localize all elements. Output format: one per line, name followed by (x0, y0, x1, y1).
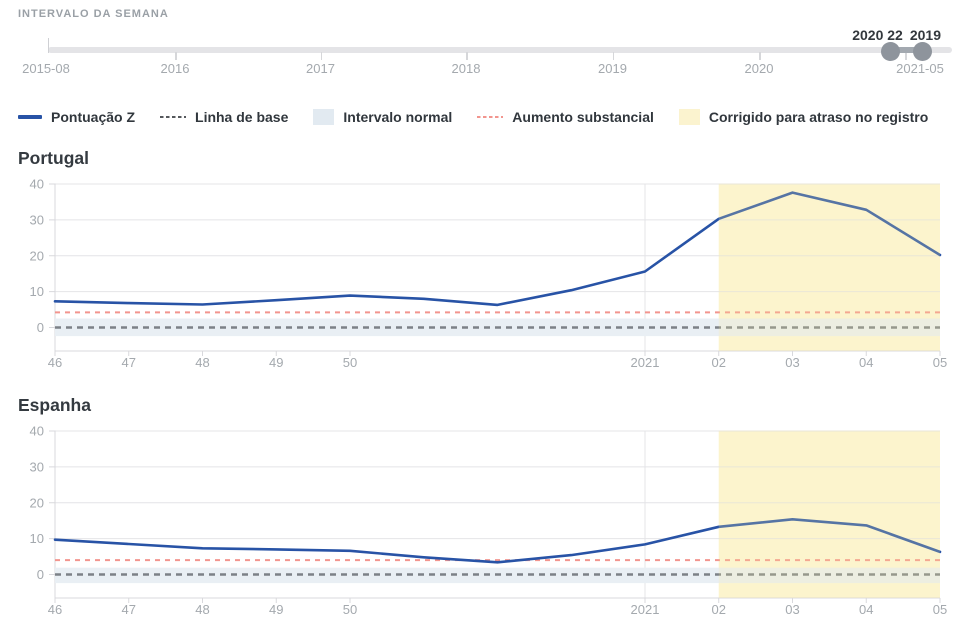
x-axis-label: 05 (933, 355, 947, 370)
z-score-line-swatch (18, 115, 42, 119)
slider-year-label: 2018 (451, 61, 481, 76)
x-axis-label: 47 (122, 355, 136, 370)
x-axis-label: 02 (712, 602, 726, 617)
x-axis-label: 50 (343, 602, 357, 617)
z-score-line (53, 191, 942, 307)
slider-handle-right[interactable] (912, 41, 932, 61)
slider-year-label: 2016 (160, 61, 190, 76)
slider-handle-labels: 2020 22 2019 (852, 27, 941, 43)
slider-year-label: 2017 (306, 61, 335, 76)
slider-year-tick (466, 52, 468, 60)
legend-item-z-score: Pontuação Z (18, 109, 135, 125)
legend-item-corrected-delay: Corrigido para atraso no registro (678, 109, 929, 125)
x-axis-label: 2021 (631, 355, 660, 370)
x-axis-label: 49 (269, 602, 283, 617)
corrected-delay-overlay (718, 183, 940, 351)
normal-range-swatch (313, 109, 335, 125)
y-axis-label: 20 (30, 495, 44, 510)
slider-year-tick (175, 52, 177, 60)
slider-handle-label-right: 2019 (909, 27, 941, 43)
slider-year-tick (759, 52, 761, 60)
slider-year-tick (905, 52, 907, 60)
x-axis-label: 46 (48, 602, 62, 617)
slider-track-start-tick (47, 38, 49, 53)
slider-track[interactable] (48, 47, 952, 53)
corrected-delay-swatch (678, 109, 700, 125)
legend-label: Intervalo normal (343, 109, 453, 125)
y-axis-label: 40 (30, 177, 44, 192)
y-axis-label: 0 (37, 320, 44, 335)
x-axis-label: 48 (195, 355, 209, 370)
corrected-delay-overlay (718, 430, 940, 598)
espanha-chart-title: Espanha (18, 395, 91, 415)
legend-label: Pontuação Z (51, 109, 136, 125)
slider-handle-label-left: 2020 22 (852, 27, 903, 43)
legend-item-baseline: Linha de base (160, 109, 288, 125)
slider-year-label: 2020 (744, 61, 774, 76)
portugal-z-score-chart: 0 10 20 30 40 46 47 48 49 50 2021 02 03 04 05 (30, 177, 948, 371)
slider-start-label: 2015-08 (22, 61, 70, 76)
slider-year-label: 2019 (598, 61, 627, 76)
y-axis-label: 20 (30, 248, 44, 263)
y-axis-label: 10 (30, 284, 44, 299)
x-axis-label: 04 (859, 355, 873, 370)
y-axis-label: 30 (30, 459, 44, 474)
x-axis-label: 2021 (631, 602, 660, 617)
y-axis-label: 0 (37, 567, 44, 582)
y-axis-label: 40 (30, 424, 44, 439)
slider-handle-left[interactable] (880, 41, 900, 61)
legend-label: Linha de base (195, 109, 289, 125)
x-axis-label: 49 (269, 355, 283, 370)
baseline-dash-swatch (160, 115, 187, 119)
legend-item-substantial-increase: Aumento substancial (477, 109, 654, 125)
z-score-line (53, 518, 942, 564)
x-axis-label: 04 (859, 602, 873, 617)
slider-selected-range[interactable] (890, 47, 922, 53)
x-axis-label: 46 (48, 355, 62, 370)
legend-label: Corrigido para atraso no registro (708, 109, 929, 125)
x-axis-label: 47 (122, 602, 136, 617)
x-axis-label: 02 (712, 355, 726, 370)
y-axis-label: 30 (30, 212, 44, 227)
chart-legend: Pontuação Z Linha de base Intervalo norm… (18, 109, 928, 125)
week-interval-heading: INTERVALO DA SEMANA (18, 8, 169, 20)
slider-year-tick (320, 52, 322, 60)
y-axis-label: 10 (30, 531, 44, 546)
legend-item-normal-range: Intervalo normal (313, 109, 452, 125)
slider-end-label: 2021-05 (896, 61, 944, 76)
x-axis-label: 03 (785, 355, 799, 370)
x-axis-label: 50 (343, 355, 357, 370)
slider-year-tick (612, 52, 614, 60)
substantial-increase-dash-swatch (477, 115, 504, 119)
legend-label: Aumento substancial (512, 109, 654, 125)
x-axis-label: 05 (933, 602, 947, 617)
x-axis-label: 48 (195, 602, 209, 617)
x-axis-label: 03 (785, 602, 799, 617)
week-interval-slider: 2020 22 2019 2016 2017 2018 2019 2020 2015-0… (0, 0, 971, 90)
espanha-z-score-chart: 0 10 20 30 40 46 47 48 49 50 2021 02 03 04 05 (30, 424, 948, 618)
portugal-chart-title: Portugal (18, 148, 89, 168)
